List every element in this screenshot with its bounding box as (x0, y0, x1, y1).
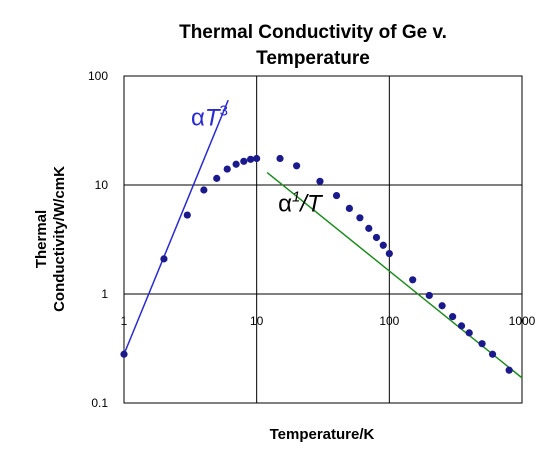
tick-labels: 1 10 100 1000 100 10 1 0.1 (88, 69, 536, 410)
data-point (505, 366, 513, 374)
plot-frame (123, 75, 523, 404)
data-point (385, 249, 393, 258)
y-axis-title-line-2: Conductivity/W/cmK (51, 166, 68, 312)
data-point (409, 276, 417, 284)
y-axis-title-line-1: Thermal (33, 210, 50, 268)
data-point (488, 350, 497, 358)
annotation-prefix: α (191, 105, 205, 132)
data-point (213, 174, 221, 182)
annotation-label: α1/T (278, 189, 324, 218)
y-tick-label: 10 (95, 178, 109, 192)
annotation-main: T (205, 105, 222, 132)
annotation-superscript: 3 (220, 103, 228, 120)
data-point (276, 154, 284, 163)
data-point (232, 160, 240, 168)
data-point (223, 165, 231, 173)
x-tick-label: 100 (379, 314, 399, 328)
x-tick-label: 1000 (509, 314, 536, 328)
annotation-main: /T (298, 191, 324, 218)
fit-lines (123, 99, 523, 379)
data-point (332, 191, 341, 200)
data-point (425, 291, 433, 300)
data-point (246, 155, 255, 163)
data-point (120, 350, 128, 358)
data-point (183, 211, 191, 219)
data-point (465, 329, 473, 337)
data-point (160, 255, 168, 263)
chart-title-line-2: Temperature (256, 48, 370, 69)
annotation-prefix: α (278, 191, 292, 218)
x-axis-title: Temperature/K (270, 426, 375, 443)
data-point (200, 186, 208, 194)
data-point (253, 154, 261, 163)
data-point (316, 177, 324, 185)
annotation-superscript: 1 (292, 189, 300, 206)
y-tick-label: 100 (88, 69, 108, 83)
data-point (478, 340, 486, 348)
chart-title-line-1: Thermal Conductivity of Ge v. (179, 22, 447, 43)
fit-line (123, 99, 229, 355)
data-points (120, 154, 513, 374)
x-tick-label: 1 (121, 314, 128, 328)
x-tick-label: 10 (250, 314, 264, 328)
data-point (240, 157, 248, 165)
plot-grid (124, 76, 522, 403)
data-point (379, 241, 387, 249)
y-tick-label: 1 (101, 287, 108, 301)
data-point (365, 224, 373, 232)
annotation-label: αT3 (191, 103, 228, 132)
data-point (356, 214, 364, 222)
y-tick-label: 0.1 (91, 396, 108, 410)
data-point (449, 313, 457, 321)
data-point (457, 322, 466, 330)
data-point (438, 302, 446, 310)
data-point (293, 162, 301, 170)
data-point (345, 204, 353, 212)
data-point (372, 233, 381, 242)
